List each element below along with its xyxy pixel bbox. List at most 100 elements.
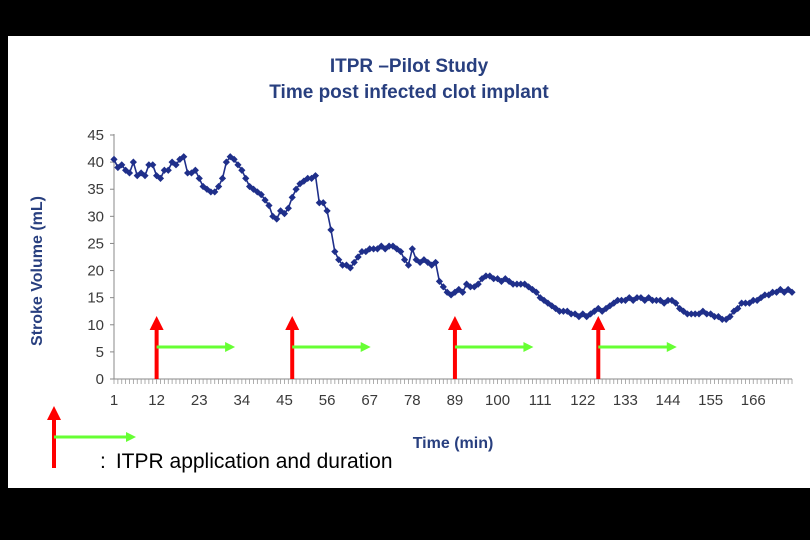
data-point [164,166,172,174]
data-point [726,313,734,321]
data-point [559,307,568,315]
data-point [242,174,250,182]
data-point [769,288,777,296]
legend-green-arrowhead [126,432,136,442]
data-point [389,242,397,250]
data-point [583,313,591,321]
data-point [780,288,788,296]
data-point [327,226,335,234]
legend-text: : ITPR application and duration [100,450,393,474]
data-point [703,310,711,318]
data-point [648,296,657,304]
x-axis-label: Time (min) [413,435,494,452]
data-point [455,285,463,294]
y-axis-label: Stroke Volume (mL) [29,196,46,346]
legend-red-arrowhead [47,406,61,420]
data-point [265,201,273,210]
y-tick-label: 10 [87,317,104,334]
data-point [614,296,622,304]
data-point [129,158,137,166]
data-point [741,299,750,307]
data-point [699,307,707,315]
application-arrowhead [285,316,300,330]
legend-colon: : [100,450,106,473]
data-point [269,212,277,220]
data-point [637,294,645,302]
data-point [532,288,540,296]
data-point [784,285,792,294]
data-point [273,215,281,223]
data-point [416,258,424,267]
data-point [776,285,784,294]
data-point [377,242,385,250]
data-point [145,161,153,169]
data-point [319,199,327,207]
data-point [528,285,537,294]
data-point [350,258,358,267]
data-point [397,247,405,256]
data-point [621,296,630,304]
data-point [191,166,199,174]
data-point [304,174,312,182]
y-tick-label: 5 [96,344,104,361]
x-tick-label: 144 [656,392,681,409]
data-point [160,166,168,174]
data-point [323,207,331,215]
data-point [738,299,746,307]
data-point [280,210,289,218]
data-point [335,256,343,264]
data-point [641,296,649,304]
data-point [408,245,416,253]
data-point [629,296,637,304]
data-point [141,172,149,180]
data-point [311,172,320,180]
data-point [428,261,436,269]
x-tick-label: 56 [319,392,336,409]
data-point [536,294,544,302]
x-tick-label: 78 [404,392,421,409]
data-point [288,193,296,201]
y-tick-label: 15 [87,290,104,307]
data-point [300,177,308,185]
duration-arrowhead [666,342,677,352]
data-point [385,242,393,250]
data-point [149,161,157,169]
data-point [617,296,626,304]
data-point [765,291,773,299]
data-point [722,315,730,323]
y-tick-label: 40 [87,154,104,171]
x-tick-label: 111 [529,392,552,409]
data-point [610,299,618,307]
y-tick-label: 45 [87,127,104,144]
data-point [257,191,265,199]
x-tick-label: 23 [191,392,208,409]
data-point [215,182,223,191]
data-point [207,188,215,196]
x-tick-label: 122 [570,392,595,409]
data-point [555,307,564,315]
data-point [218,174,227,182]
data-point [664,296,672,304]
x-tick-label: 67 [361,392,378,409]
application-arrowhead [149,316,164,330]
data-point [579,310,587,318]
data-point [172,161,180,169]
series-layer [110,153,796,323]
data-point [734,304,742,313]
data-point [575,313,583,321]
data-point [482,272,490,280]
data-point [366,245,374,253]
data-point [156,174,165,182]
data-point [540,296,548,304]
application-arrowhead [591,316,606,330]
application-arrowhead [447,316,462,330]
data-point [393,245,401,253]
data-point [652,296,660,304]
data-point [676,304,684,313]
data-point [710,313,719,321]
data-point [195,174,203,182]
data-point [238,166,246,174]
chart-subtitle: Time post infected clot implant [269,82,549,103]
data-point [571,310,579,318]
